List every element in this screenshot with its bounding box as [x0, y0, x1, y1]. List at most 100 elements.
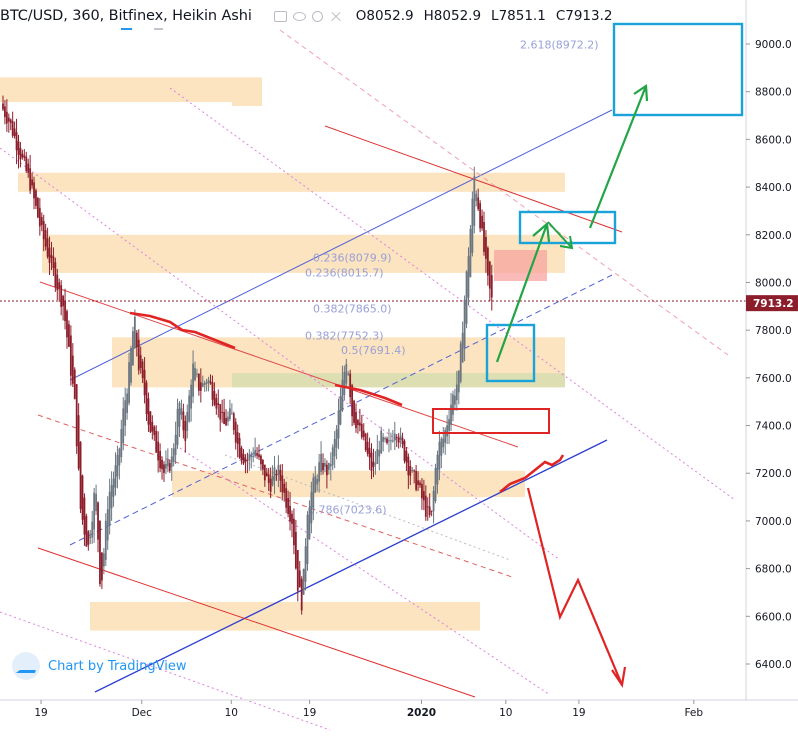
price-axis[interactable]: 6400.0 6600.0 6800.0 7000.0 7200.0 7400.0 7600…: [745, 0, 798, 700]
candle-body: [273, 467, 276, 481]
candle-body: [19, 148, 22, 160]
candle-body: [40, 217, 43, 225]
symbol-title: BTC/USD, 360, Bitfinex, Heikin Ashi: [0, 8, 252, 24]
candle-body: [15, 132, 18, 151]
candle-body: [475, 193, 478, 202]
candle-body: [17, 141, 20, 155]
candle-body: [405, 450, 408, 463]
candle-body: [124, 400, 127, 426]
green-arrow-up-2: [588, 84, 649, 229]
candle-body: [165, 463, 167, 469]
candle-body: [477, 197, 480, 210]
candle-body: [357, 419, 359, 426]
candle-body: [393, 433, 396, 441]
candle-body: [457, 370, 460, 393]
candle-body: [327, 462, 330, 471]
candle-body: [89, 536, 92, 539]
candle-body: [42, 221, 45, 240]
close-value: C7913.2: [555, 8, 613, 24]
candle-body: [238, 437, 241, 458]
red-gap-zone: [494, 250, 547, 281]
candle-body: [27, 163, 30, 173]
candle-body: [306, 514, 309, 564]
candle-body: [386, 438, 388, 443]
candle-body: [110, 485, 113, 509]
candle-body: [277, 465, 280, 475]
x-tick-label: 19: [34, 707, 47, 719]
fib-level-label: 0.236(8015.7): [305, 267, 384, 280]
candle-body: [221, 411, 224, 413]
candle-body: [153, 426, 156, 436]
candle-body: [99, 521, 101, 585]
candle-body: [194, 367, 196, 381]
candle-body: [58, 282, 61, 289]
y-tick-label: 7600.0: [755, 373, 792, 385]
candle-body: [254, 450, 257, 457]
x-tick-label: Feb: [684, 707, 703, 719]
zone-gap: [0, 102, 232, 108]
candle-body: [440, 438, 443, 456]
candle-body: [176, 408, 179, 445]
candle-body: [213, 391, 216, 405]
candle-body: [483, 222, 485, 252]
candle-body: [291, 513, 293, 524]
candles: [2, 95, 493, 615]
candle-body: [260, 455, 262, 465]
candle-body: [314, 476, 317, 493]
y-tick-label: 6800.0: [755, 564, 792, 576]
high-value: H8052.9: [423, 8, 482, 24]
x-tick-label: 2020: [407, 707, 436, 719]
candle-body: [252, 456, 255, 458]
x-tick-label: 10: [225, 707, 238, 719]
x-tick-label: 19: [303, 707, 316, 719]
candle-body: [349, 373, 352, 398]
candle-body: [421, 483, 423, 499]
candle-body: [207, 379, 210, 384]
candle-body: [137, 339, 140, 371]
candle-body: [415, 470, 418, 490]
time-axis[interactable]: 19 Dec 10 19 2020 10 19 Feb: [0, 699, 798, 719]
x-tick-label: 10: [499, 707, 512, 719]
candle-body: [232, 413, 235, 431]
ohlc-values: O8052.9 H8052.9 L7851.1 C7913.2: [356, 8, 613, 24]
violet-dotted-3: [0, 611, 331, 731]
fibonacci-labels: 2.618(8972.2) 0.236(8079.9) 0.236(8015.7) 0…: [305, 39, 599, 517]
watermark-text: Chart by TradingView: [48, 658, 187, 674]
candle-body: [102, 553, 105, 567]
candle-body: [490, 275, 493, 298]
candle-body: [101, 552, 103, 581]
candle-body: [91, 521, 94, 538]
y-tick-label: 8000.0: [755, 277, 792, 289]
candle-body: [388, 440, 390, 442]
price-zone: [42, 234, 565, 273]
candle-body: [244, 458, 247, 462]
y-tick-label: 7000.0: [755, 516, 792, 528]
candle-body: [345, 363, 348, 384]
candle-body: [205, 382, 208, 384]
candle-body: [13, 128, 16, 137]
red-arrow-down: [526, 487, 627, 688]
candle-body: [151, 421, 154, 432]
candle-body: [424, 495, 427, 517]
candle-body: [190, 384, 193, 409]
candle-body: [29, 168, 32, 191]
chart-type-icon[interactable]: [273, 10, 287, 22]
eye-icon[interactable]: [292, 11, 306, 21]
tradingview-watermark[interactable]: Chart by TradingView: [12, 652, 186, 680]
close-icon[interactable]: [329, 11, 342, 22]
candle-body: [227, 416, 229, 422]
candle-body: [318, 462, 321, 482]
candle-body: [261, 459, 264, 470]
candle-body: [48, 247, 51, 263]
candle-body: [163, 464, 165, 473]
candle-body: [293, 518, 295, 546]
candle-body: [366, 441, 369, 454]
candle-body: [341, 379, 344, 411]
candle-body: [147, 398, 150, 425]
candle-body: [11, 121, 14, 136]
gear-icon[interactable]: [311, 10, 323, 22]
annotations: [129, 22, 744, 688]
candle-body: [128, 362, 130, 404]
candle-body: [217, 403, 220, 406]
